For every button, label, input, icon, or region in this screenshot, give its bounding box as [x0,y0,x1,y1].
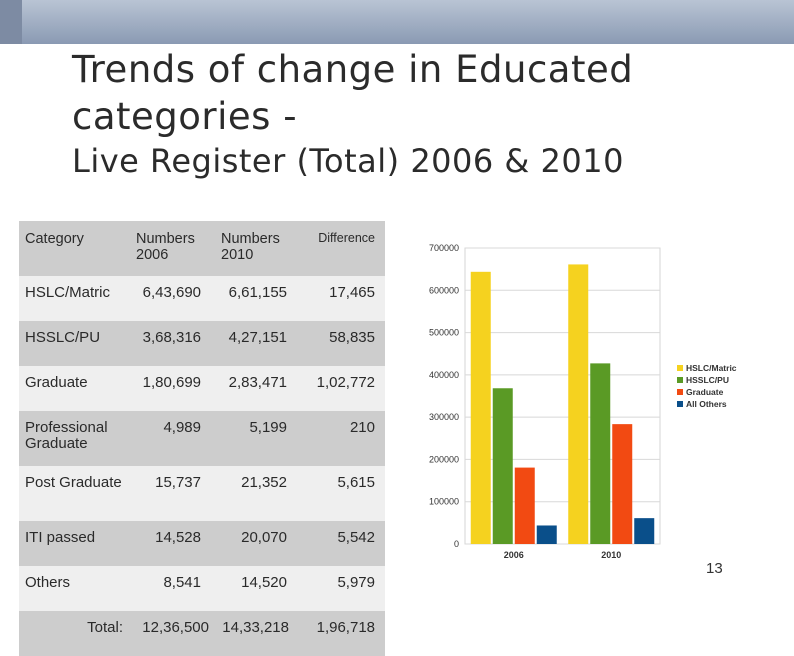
row-2010: 21,352 [211,466,297,521]
y-tick-label: 0 [454,539,459,549]
table-row: ITI passed 14,528 20,070 5,542 [19,521,385,566]
header-band [0,0,794,44]
table-row: Professional Graduate 4,989 5,199 210 [19,411,385,466]
row-category: HSSLC/PU [19,321,125,366]
row-2006: 6,43,690 [125,276,211,321]
row-2010: 6,61,155 [211,276,297,321]
bar-all-others-2006 [536,525,557,544]
slide-title: Trends of change in Educated categories … [72,46,772,140]
header-numbers-2010: Numbers 2010 [211,221,297,276]
row-2006: 8,541 [125,566,211,611]
y-tick-label: 400000 [429,370,459,380]
x-tick-label: 2010 [601,550,621,560]
row-category: Graduate [19,366,125,411]
header-band-accent [0,0,22,44]
legend-swatch [677,389,683,395]
page-number: 13 [706,560,723,577]
data-table: Category Numbers 2006 Numbers 2010 Diffe… [19,221,385,656]
bar-graduate-2010 [612,424,633,544]
table-header-row: Category Numbers 2006 Numbers 2010 Diffe… [19,221,385,276]
row-difference: 5,542 [297,521,385,566]
slide-title-line-2: categories - [72,95,298,138]
row-2010: 4,27,151 [211,321,297,366]
row-2006: 1,80,699 [125,366,211,411]
y-tick-label: 100000 [429,497,459,507]
row-category: Others [19,566,125,611]
bar-chart-svg: 0 100000 200000 300000 400000 500000 600000 700… [429,243,737,560]
table-row: HSLC/Matric 6,43,690 6,61,155 17,465 [19,276,385,321]
row-difference: 58,835 [297,321,385,366]
slide-subtitle: Live Register (Total) 2006 & 2010 [72,142,624,180]
legend-swatch [677,401,683,407]
x-tick-label: 2006 [504,550,524,560]
slide-title-line-1: Trends of change in Educated [72,48,634,91]
row-difference: 5,615 [297,466,385,521]
row-2010: 2,83,471 [211,366,297,411]
bar-all-others-2010 [634,518,655,544]
bar-hsslc-pu-2010 [590,363,611,544]
row-difference: 17,465 [297,276,385,321]
row-category: ITI passed [19,521,125,566]
y-tick-label: 200000 [429,454,459,464]
total-2010: 14,33,218 [211,611,297,656]
total-label: Total: [19,611,125,656]
legend-label: HSLC/Matric [686,363,737,373]
row-2006: 4,989 [125,411,211,466]
row-category: Professional Graduate [19,411,125,466]
header-difference: Difference [297,221,385,276]
table-row: Post Graduate 15,737 21,352 5,615 [19,466,385,521]
bar-graduate-2006 [514,467,535,544]
row-2010: 14,520 [211,566,297,611]
table-row: Others 8,541 14,520 5,979 [19,566,385,611]
bar-hslc-matric-2010 [568,264,589,544]
legend-label: All Others [686,399,727,409]
total-difference: 1,96,718 [297,611,385,656]
y-tick-label: 300000 [429,412,459,422]
bar-chart: 0 100000 200000 300000 400000 500000 600000 700… [415,228,785,568]
header-numbers-2006: Numbers 2006 [125,221,211,276]
row-difference: 5,979 [297,566,385,611]
legend-swatch [677,365,683,371]
row-2006: 15,737 [125,466,211,521]
legend-label: HSSLC/PU [686,375,729,385]
row-category: Post Graduate [19,466,125,521]
header-category: Category [19,221,125,276]
table-row: Graduate 1,80,699 2,83,471 1,02,772 [19,366,385,411]
row-2010: 20,070 [211,521,297,566]
bar-hsslc-pu-2006 [492,388,513,544]
row-difference: 210 [297,411,385,466]
y-tick-label: 600000 [429,285,459,295]
row-2006: 3,68,316 [125,321,211,366]
legend-label: Graduate [686,387,724,397]
row-2006: 14,528 [125,521,211,566]
row-2010: 5,199 [211,411,297,466]
table-row: HSSLC/PU 3,68,316 4,27,151 58,835 [19,321,385,366]
table-total-row: Total: 12,36,500 14,33,218 1,96,718 [19,611,385,656]
legend-swatch [677,377,683,383]
total-2006: 12,36,500 [125,611,211,656]
row-difference: 1,02,772 [297,366,385,411]
y-tick-label: 700000 [429,243,459,253]
row-category: HSLC/Matric [19,276,125,321]
bar-hslc-matric-2006 [470,271,491,544]
y-tick-label: 500000 [429,328,459,338]
